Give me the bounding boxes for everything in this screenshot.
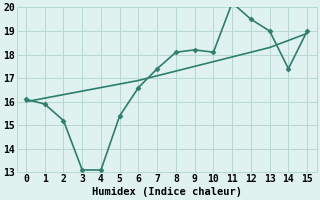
X-axis label: Humidex (Indice chaleur): Humidex (Indice chaleur) bbox=[92, 186, 242, 197]
